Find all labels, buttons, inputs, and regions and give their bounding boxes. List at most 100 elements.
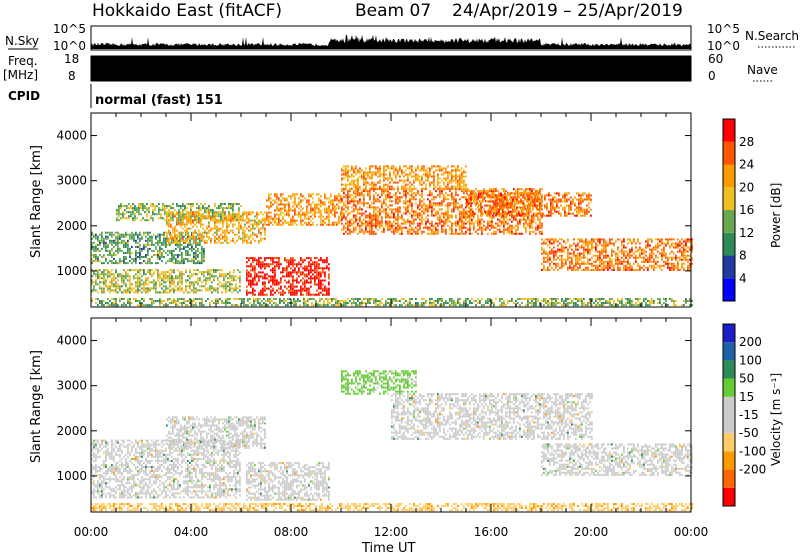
power-cell-164 [125,241,127,244]
power-cell-4946 [561,254,563,257]
power-cell-4579 [512,192,514,195]
power-cell-1394 [168,223,170,226]
power-cell-2740 [355,200,357,203]
power-cell-4257 [423,173,425,176]
power-cell-202 [135,258,137,261]
power-cell-1942 [264,257,266,260]
power-cell-3829 [521,194,523,197]
power-cell-920 [201,285,203,288]
power-cell-4956 [563,248,565,251]
power-cell-3184 [421,206,423,209]
power-cell-3075 [405,208,407,211]
power-cell-3070 [405,226,407,229]
power-cell-2878 [375,218,377,221]
power-cell-2439 [296,213,298,216]
power-cell-1541 [200,221,202,224]
power-cell-2950 [385,190,387,193]
power-cell-1354 [232,207,234,210]
power-cell-4079 [369,175,371,178]
power-cell-548 [97,269,99,272]
power-cell-3136 [413,196,415,199]
power-cell-2920 [381,204,383,207]
power-cell-1176 [166,207,168,210]
power-cell-853 [179,277,181,280]
power-cell-3529 [475,202,477,205]
power-cell-2477 [306,217,308,220]
power-cell-3470 [465,190,467,193]
power-cell-397 [179,237,181,240]
power-cell-1938 [264,267,266,270]
power-cell-958 [211,269,213,272]
power-cell-2234 [318,273,320,276]
power-cell-1089 [132,217,134,220]
power-cell-1069 [122,205,124,208]
power-cell-1783 [254,219,256,222]
power-cell-4877 [547,268,549,271]
power-cell-1016 [229,273,231,276]
power-cell-1314 [218,207,220,210]
power-cell-3621 [491,222,493,225]
power-cell-1220 [182,203,184,206]
power-cell-4771 [568,212,570,215]
power-cell-2625 [338,201,340,204]
power-cell-4198 [405,183,407,186]
power-cell-264 [147,233,149,236]
power-cell-4232 [415,175,417,178]
power-cell-3433 [461,220,463,223]
power-cell-1416 [174,239,176,242]
power-cell-2143 [304,289,306,292]
power-cell-1936 [264,275,266,278]
power-cell-2179 [308,257,310,260]
power-cell-3981 [341,177,343,180]
power-cell-299 [157,249,159,252]
power-cell-1935 [264,277,266,280]
power-cell-4764 [566,214,568,217]
power-cell-2857 [373,224,375,227]
power-cell-1361 [236,219,238,222]
power-cell-2683 [347,208,349,211]
power-cell-2671 [345,200,347,203]
power-cell-3534 [477,232,479,235]
power-cell-1462 [182,213,184,216]
power-cell-2985 [391,212,393,215]
power-cell-1574 [208,225,210,228]
power-cell-3982 [341,173,343,176]
power-cell-2142 [302,259,304,262]
power-cell-4598 [516,192,518,195]
power-cell-4127 [383,177,385,180]
power-cell-362 [171,241,173,244]
power-cell-4941 [561,264,563,267]
power-cell-4950 [561,244,563,247]
power-cell-2463 [302,219,304,222]
power-cell-1779 [254,233,256,236]
power-cell-506 [201,252,203,255]
power-cell-965 [213,269,215,272]
power-cell-2195 [312,273,314,276]
power-cell-303 [157,235,159,238]
power-cell-492 [199,262,201,265]
power-cell-534 [93,271,95,274]
power-cell-2203 [314,277,316,280]
power-cell-508 [201,247,203,250]
power-cell-2806 [365,216,367,219]
power-cell-113 [115,249,117,252]
power-cell-4969 [567,252,569,255]
power-cell-3214 [427,220,429,223]
power-cell-1230 [186,203,188,206]
power-cell-1410 [172,231,174,234]
power-cell-4484 [486,200,488,203]
power-cell-61 [103,241,105,244]
power-cell-3944 [537,190,539,193]
power-cell-565 [103,287,105,290]
power-cell-4194 [403,171,405,174]
power-cell-2197 [312,263,314,266]
power-cell-3709 [503,222,505,225]
power-cell-2219 [316,269,318,272]
power-cell-2069 [290,267,292,270]
power-cell-321 [161,247,163,250]
power-cell-3177 [421,230,423,233]
power-cell-1759 [248,211,250,214]
power-cell-1056 [118,211,120,214]
power-cell-1133 [148,211,150,214]
power-cell-1102 [136,217,138,220]
